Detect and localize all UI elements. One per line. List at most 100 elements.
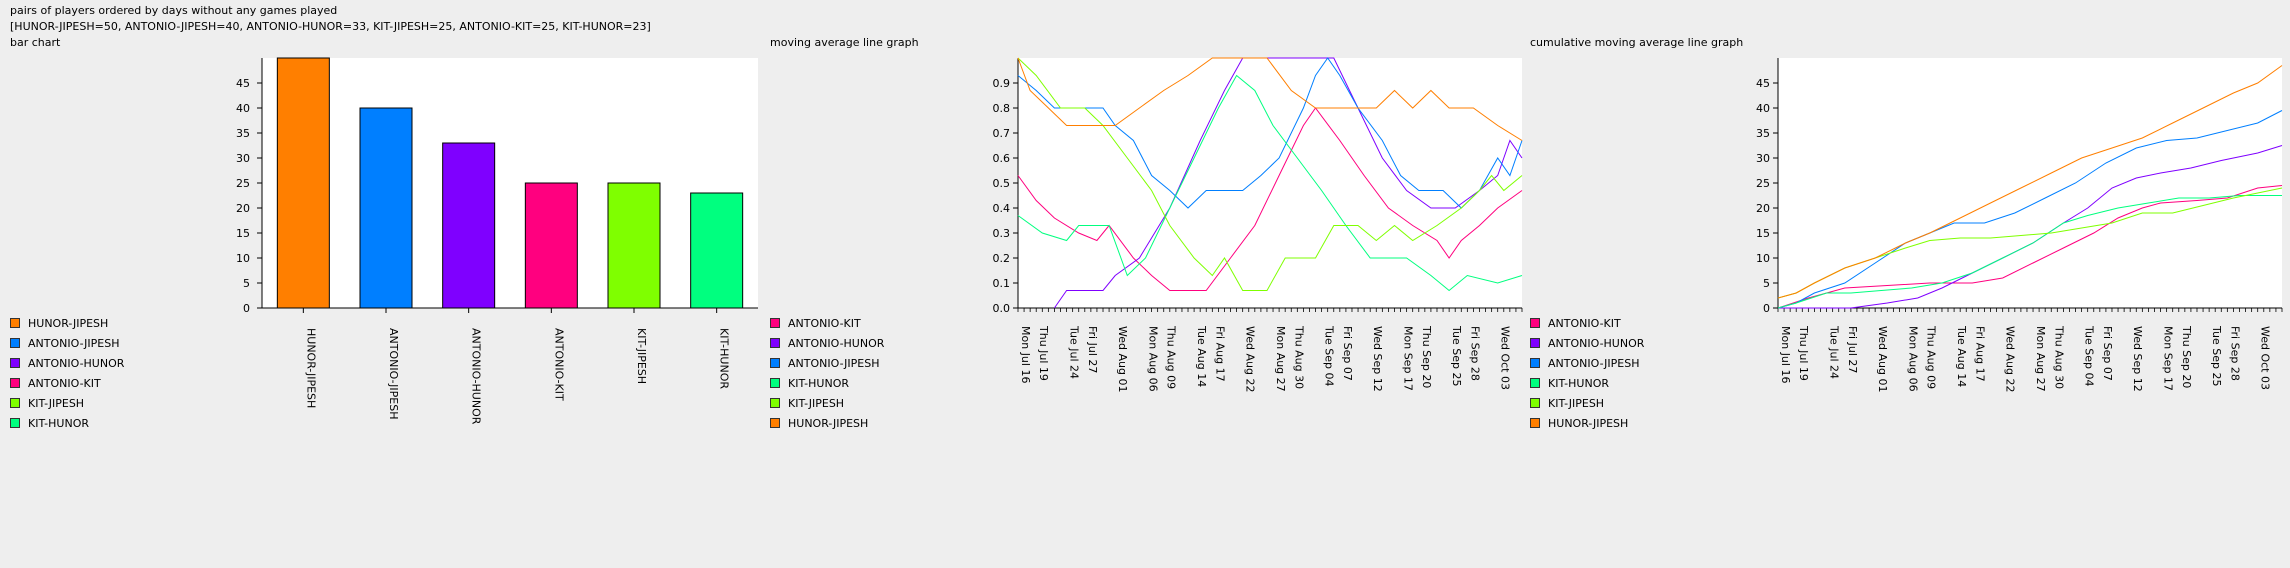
- ma-y-tick-label: 0.9: [993, 77, 1011, 90]
- cma-x-tick-label: Mon Sep 17: [2162, 326, 2175, 391]
- bar-legend-item-hunor-jipesh: HUNOR-JIPESH: [10, 313, 124, 333]
- bar-chart: 0 5 10 15 20 25 30 35 40 45 HUNOR-JIPESH ANTONIO-JI…: [236, 57, 758, 425]
- bar-antonio-jipesh: [359, 107, 413, 309]
- cma-y-tick-label: 0: [1763, 302, 1770, 315]
- cma-x-tick-label: Mon Jul 16: [1779, 326, 1792, 383]
- cma-y-tick-label: 15: [1756, 227, 1770, 240]
- bar-y-tick-label: 0: [243, 302, 250, 315]
- bar-x-tick-label: KIT-JIPESH: [635, 328, 648, 384]
- cma-x-tick-label: Thu Jul 19: [1797, 325, 1810, 381]
- cma-series-kit-hunor: [1777, 195, 2282, 309]
- bar-x-tick-label: ANTONIO-HUNOR: [470, 328, 483, 425]
- legend-swatch: [10, 418, 20, 428]
- legend-swatch: [10, 358, 20, 368]
- ma-y-tick-label: 0.7: [993, 127, 1011, 140]
- cma-legend-item-kit-jipesh: KIT-JIPESH: [1530, 393, 1644, 413]
- legend-label: KIT-JIPESH: [788, 396, 845, 410]
- bar-y-tick-label: 5: [243, 277, 250, 290]
- ma-y-tick-label: 0.0: [993, 302, 1011, 315]
- legend-swatch: [770, 398, 780, 408]
- bar-y-tick-label: 45: [236, 77, 250, 90]
- cma-x-tick-label: Tue Sep 25: [2210, 325, 2223, 387]
- bar-chart-label: bar chart: [10, 36, 61, 49]
- cma-x-tick-label: Fri Sep 28: [2228, 326, 2241, 381]
- legend-swatch: [10, 398, 20, 408]
- cma-series-hunor-jipesh: [1777, 65, 2283, 299]
- cma-legend-item-kit-hunor: KIT-HUNOR: [1530, 373, 1644, 393]
- cumulative-moving-average-chart: 0 5 10 15 20 25 30 35 40 45 Mon Jul 16 Thu Jul 19 Tu…: [1756, 58, 2283, 392]
- ma-x-tick-label: Fri Sep 28: [1468, 326, 1481, 381]
- cma-y-tick-label: 25: [1756, 177, 1770, 190]
- ma-series-hunor-jipesh: [1017, 57, 1523, 141]
- legend-label: ANTONIO-KIT: [28, 376, 101, 390]
- cma-x-tick-label: Fri Sep 07: [2101, 326, 2114, 381]
- ma-x-tick-label: Tue Aug 14: [1195, 325, 1208, 387]
- ma-series-kit-jipesh: [1017, 57, 1523, 291]
- ma-y-tick-label: 0.5: [993, 177, 1011, 190]
- legend-swatch: [770, 418, 780, 428]
- bar-x-tick-label: ANTONIO-KIT: [552, 328, 565, 401]
- legend-swatch: [770, 338, 780, 348]
- cma-legend-item-antonio-hunor: ANTONIO-HUNOR: [1530, 333, 1644, 353]
- cma-x-tick-label: Tue Aug 14: [1955, 325, 1968, 387]
- bar-legend-item-antonio-jipesh: ANTONIO-JIPESH: [10, 333, 124, 353]
- bar-kit-jipesh: [607, 182, 661, 309]
- ma-x-tick-label: Mon Aug 27: [1274, 326, 1287, 392]
- cma-legend-item-hunor-jipesh: HUNOR-JIPESH: [1530, 413, 1644, 433]
- ma-series-kit-hunor: [1017, 74, 1523, 292]
- bar-chart-legend: HUNOR-JIPESH ANTONIO-JIPESH ANTONIO-HUNOR A…: [10, 313, 124, 433]
- bar-y-tick-label: 25: [236, 177, 250, 190]
- legend-label: HUNOR-JIPESH: [788, 416, 869, 430]
- legend-swatch: [1530, 378, 1540, 388]
- ma-x-tick-label: Mon Aug 06: [1147, 326, 1160, 392]
- bar-y-tick-label: 35: [236, 127, 250, 140]
- legend-swatch: [770, 378, 780, 388]
- cma-y-tick-label: 35: [1756, 127, 1770, 140]
- moving-average-chart: 0.0 0.1 0.2 0.3 0.4 0.5 0.6 0.7 0.8 0.9 Mon Jul 16…: [993, 57, 1523, 392]
- cma-x-tick-label: Wed Sep 12: [2131, 326, 2144, 392]
- header-title: pairs of players ordered by days without…: [10, 4, 338, 17]
- bar-y-tick-label: 15: [236, 227, 250, 240]
- bar-kit-hunor: [690, 192, 744, 309]
- cma-x-tick-label: Wed Oct 03: [2259, 326, 2272, 390]
- cma-y-tick-label: 5: [1763, 277, 1770, 290]
- ma-y-tick-label: 0.3: [993, 227, 1011, 240]
- bar-y-tick-label: 40: [236, 102, 250, 115]
- cma-y-tick-label: 40: [1756, 102, 1770, 115]
- ma-x-tick-label: Tue Sep 25: [1450, 325, 1463, 387]
- ma-x-tick-label: Fri Sep 07: [1341, 326, 1354, 381]
- bar-hunor-jipesh: [276, 57, 330, 309]
- legend-label: ANTONIO-HUNOR: [1548, 336, 1645, 350]
- bar-x-tick-label: KIT-HUNOR: [718, 328, 731, 389]
- legend-label: ANTONIO-JIPESH: [788, 356, 880, 370]
- bar-legend-item-kit-jipesh: KIT-JIPESH: [10, 393, 124, 413]
- ma-x-tick-label: Thu Jul 19: [1037, 325, 1050, 381]
- ma-legend-item-antonio-hunor: ANTONIO-HUNOR: [770, 333, 884, 353]
- legend-label: ANTONIO-HUNOR: [28, 356, 125, 370]
- bar-legend-item-antonio-kit: ANTONIO-KIT: [10, 373, 124, 393]
- bar-legend-item-kit-hunor: KIT-HUNOR: [10, 413, 124, 433]
- bar-legend-item-antonio-hunor: ANTONIO-HUNOR: [10, 353, 124, 373]
- ma-x-tick-label: Mon Sep 17: [1402, 326, 1415, 391]
- cma-x-tick-label: Fri Aug 17: [1973, 326, 1986, 382]
- cma-y-tick-label: 30: [1756, 152, 1770, 165]
- ma-x-tick-label: Tue Sep 04: [1323, 325, 1336, 387]
- legend-swatch: [1530, 318, 1540, 328]
- legend-swatch: [1530, 358, 1540, 368]
- ma-x-tick-label: Fri Jul 27: [1086, 326, 1099, 373]
- ma-y-tick-label: 0.4: [993, 202, 1011, 215]
- ma-x-tick-label: Wed Sep 12: [1371, 326, 1384, 392]
- ma-x-tick-label: Fri Aug 17: [1213, 326, 1226, 382]
- cma-x-tick-label: Thu Aug 09: [1925, 325, 1938, 389]
- cma-x-tick-label: Wed Aug 01: [1876, 326, 1889, 392]
- ma-x-tick-label: Wed Aug 01: [1116, 326, 1129, 392]
- bar-y-tick-label: 20: [236, 202, 250, 215]
- moving-average-legend: ANTONIO-KIT ANTONIO-HUNOR ANTONIO-JIPESH KI…: [770, 313, 884, 433]
- cma-y-tick-label: 10: [1756, 252, 1770, 265]
- ma-legend-item-kit-hunor: KIT-HUNOR: [770, 373, 884, 393]
- legend-label: HUNOR-JIPESH: [1548, 416, 1629, 430]
- cma-y-tick-label: 20: [1756, 202, 1770, 215]
- bar-antonio-kit: [524, 182, 578, 309]
- legend-label: KIT-HUNOR: [28, 416, 89, 430]
- bar-y-tick-label: 10: [236, 252, 250, 265]
